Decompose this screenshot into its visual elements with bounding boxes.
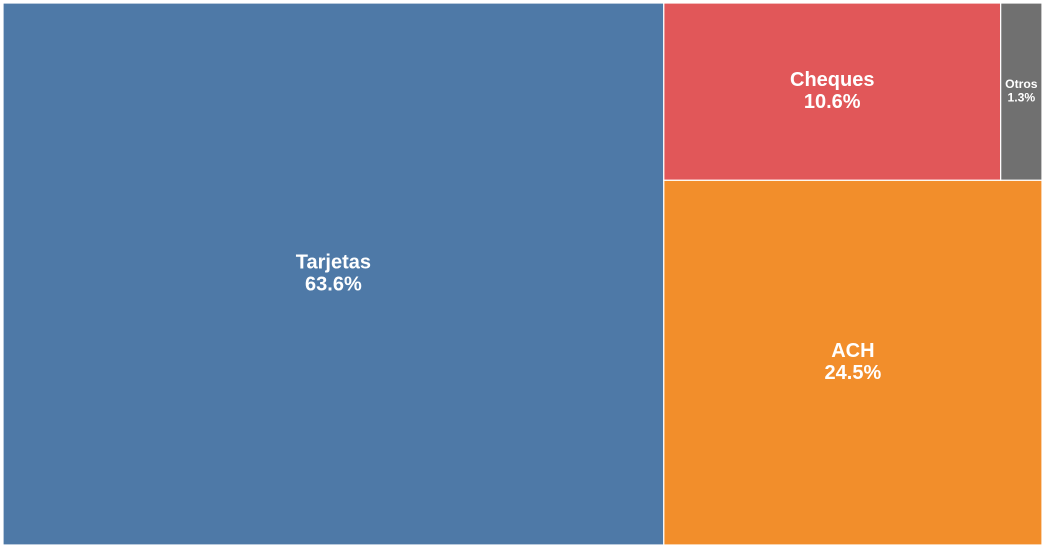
- tile: [2, 2, 665, 546]
- tile: [1000, 2, 1043, 181]
- tile-label: Cheques: [790, 69, 874, 91]
- tile-label: Otros: [1005, 77, 1038, 91]
- tile-label: Tarjetas: [296, 251, 371, 273]
- tile-value: 10.6%: [804, 91, 861, 113]
- tile: [663, 2, 1002, 181]
- tile-value: 63.6%: [305, 273, 362, 295]
- tile-value: 24.5%: [825, 362, 882, 384]
- tile-value: 1.3%: [1007, 90, 1035, 104]
- tile-label: ACH: [831, 340, 874, 362]
- tile: [663, 179, 1043, 546]
